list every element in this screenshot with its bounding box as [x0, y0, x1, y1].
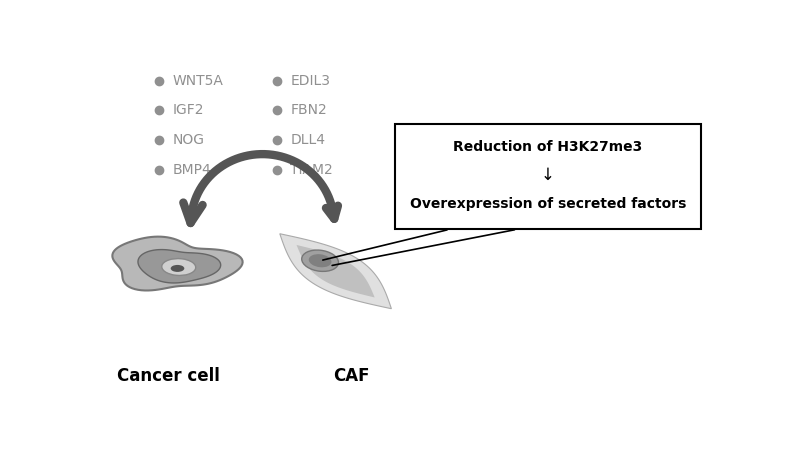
Ellipse shape [302, 250, 338, 271]
Text: Cancer cell: Cancer cell [117, 367, 220, 385]
Text: TIAM2: TIAM2 [290, 163, 333, 177]
Text: NOG: NOG [173, 133, 205, 147]
Text: WNT5A: WNT5A [173, 74, 223, 88]
Text: IGF2: IGF2 [173, 104, 204, 118]
Text: CAF: CAF [333, 367, 370, 385]
Polygon shape [280, 234, 391, 309]
Text: ↓: ↓ [541, 166, 555, 184]
Text: EDIL3: EDIL3 [290, 74, 330, 88]
Polygon shape [112, 237, 242, 291]
Ellipse shape [309, 254, 331, 267]
Text: BMP4: BMP4 [173, 163, 211, 177]
Ellipse shape [162, 259, 196, 276]
FancyBboxPatch shape [394, 124, 702, 229]
Text: Reduction of H3K27me3: Reduction of H3K27me3 [454, 140, 642, 154]
Text: FBN2: FBN2 [290, 104, 327, 118]
Polygon shape [138, 250, 221, 283]
Polygon shape [297, 245, 374, 297]
Text: Overexpression of secreted factors: Overexpression of secreted factors [410, 197, 686, 211]
Text: DLL4: DLL4 [290, 133, 326, 147]
Ellipse shape [170, 265, 184, 272]
